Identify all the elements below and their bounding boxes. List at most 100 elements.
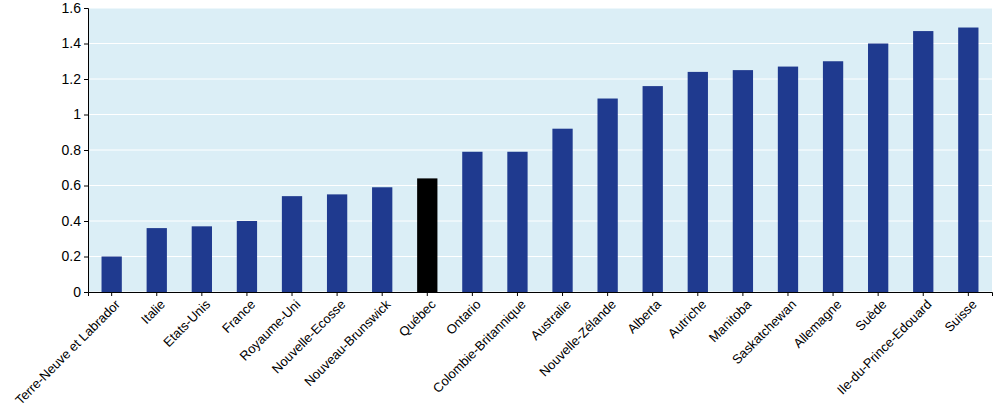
y-tick-label: 1.4 [62,35,82,51]
x-tick-label: Saskatchewan [729,297,799,367]
x-tick-label: Etats-Unis [160,296,213,349]
x-tick: Autriche [665,292,709,341]
x-tick: Québec [396,292,439,340]
x-tick-mark [292,292,293,296]
grid-line [88,150,992,151]
x-tick: France [219,292,258,336]
y-axis: 00.20.40.60.811.21.41.6 [62,0,89,300]
y-tick-mark [84,79,88,80]
y-tick-label: 1.6 [62,0,82,16]
y-tick-mark [84,8,88,9]
x-tick-mark [427,292,428,296]
x-tick: Saskatchewan [729,292,799,367]
y-tick: 1.4 [62,35,88,51]
x-tick-mark [787,292,788,296]
x-tick: Alberta [624,292,664,336]
x-tick-mark [878,292,879,296]
x-axis-line [89,293,993,297]
bar [688,72,708,292]
grid-line [88,221,992,222]
x-tick: Colombie-Britannique [430,292,529,396]
x-tick: Ontario [443,292,484,337]
y-tick-mark [84,292,88,293]
y-tick: 1.6 [62,0,88,16]
bar [597,99,617,292]
grid-line [88,79,992,80]
bar [327,194,347,292]
grid-line [88,114,992,115]
x-tick-mark [607,292,608,296]
x-tick-label: Colombie-Britannique [430,297,529,396]
y-tick-label: 0.6 [62,177,82,193]
x-tick: Australie [528,292,574,343]
y-tick: 0.4 [62,213,88,229]
y-tick-mark [84,186,88,187]
x-tick: Nouvelle-Zélande [536,292,619,379]
bar [282,196,302,292]
bar [237,221,257,292]
x-tick-mark [201,292,202,296]
y-tick-label: 0.2 [62,248,82,264]
x-tick-mark [742,292,743,296]
plot: 00.20.40.60.811.21.41.6Terre-Neuve et La… [12,0,992,407]
y-tick: 1.2 [62,71,88,87]
bar [913,31,933,292]
bar [507,152,527,292]
x-tick-label: Nouvelle-Zélande [536,297,619,380]
x-tick: Suède [852,292,889,334]
x-axis: Terre-Neuve et LabradorItalieEtats-UnisF… [12,292,992,407]
x-tick-label: Autriche [665,297,709,341]
x-tick-mark [652,292,653,296]
y-tick-mark [84,150,88,151]
x-tick-label: Québec [396,296,439,339]
bar [372,187,392,292]
y-axis-line [84,9,89,293]
y-tick-mark [84,257,88,258]
bar [823,61,843,292]
y-tick-label: 0.4 [62,213,82,229]
x-tick: Ile-du-Prince-Edouard [834,292,935,397]
x-tick-mark [337,292,338,296]
x-tick-mark [923,292,924,296]
x-tick-label: Nouveau-Brunswick [301,296,394,389]
bar [192,226,212,292]
grid-line [88,8,992,9]
x-tick-label: Alberta [624,296,664,336]
bar [778,67,798,292]
x-tick: Terre-Neuve et Labrador [12,292,123,407]
y-tick-label: 1.2 [62,71,82,87]
bar [102,257,122,293]
x-tick-mark [517,292,518,296]
x-tick-label: Australie [528,297,574,343]
y-tick: 1 [73,106,88,122]
grid-line [88,43,992,44]
grid [88,8,992,292]
x-tick-mark [562,292,563,296]
x-tick-mark [833,292,834,296]
x-tick-label: Allemagne [790,297,844,351]
x-tick: Suisse [941,292,979,335]
y-tick: 0.2 [62,248,88,264]
x-tick: Allemagne [790,292,844,351]
grid-line [88,185,992,186]
x-tick-mark [968,292,969,296]
y-tick-mark [84,44,88,45]
bar [868,44,888,293]
x-tick-label: Ile-du-Prince-Edouard [834,297,935,398]
y-tick-label: 1 [73,106,81,122]
bars [102,28,979,292]
x-tick-mark [246,292,247,296]
x-tick-label: Ontario [443,297,484,338]
x-tick-label: Suède [852,297,889,334]
x-tick: Etats-Unis [160,292,213,350]
y-tick-mark [84,115,88,116]
x-tick-label: Suisse [941,297,979,335]
y-tick: 0.6 [62,177,88,193]
bar [147,228,167,292]
bar [417,178,437,292]
x-tick-mark [156,292,157,296]
y-tick: 0 [73,284,88,300]
bar [552,129,572,292]
x-tick-mark [111,292,112,296]
x-tick-mark [697,292,698,296]
